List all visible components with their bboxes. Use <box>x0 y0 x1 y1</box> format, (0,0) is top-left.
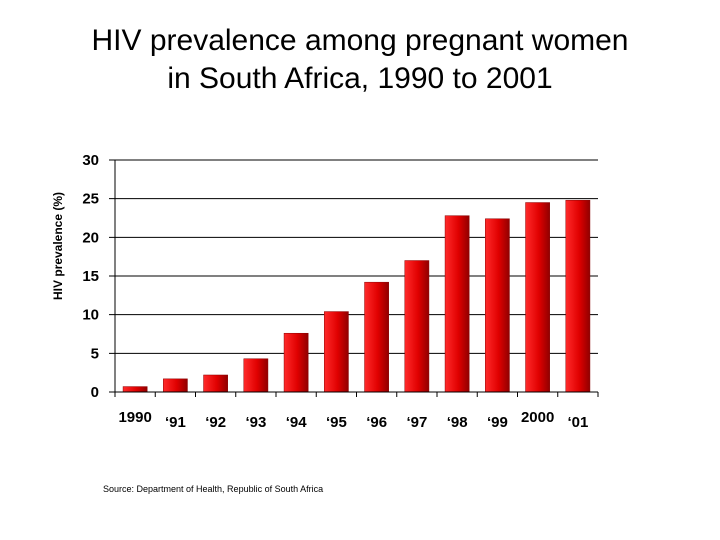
y-tick-label: 10 <box>82 307 99 324</box>
y-tick-labels: 0 5 10 15 20 25 30 <box>82 152 99 401</box>
x-tick-label: ‘01 <box>567 414 588 431</box>
gridlines <box>109 159 598 393</box>
bar <box>283 332 309 393</box>
chart-title-line-2: in South Africa, 1990 to 2001 <box>167 62 553 95</box>
source-note: Source: Department of Health, Republic o… <box>103 484 324 494</box>
x-tick-label: ‘95 <box>326 414 347 431</box>
bar <box>243 358 269 393</box>
bar <box>404 260 430 393</box>
x-tick-label: 2000 <box>521 409 554 426</box>
x-tick-label: ‘93 <box>245 414 266 431</box>
x-tick-label: ‘96 <box>366 414 387 431</box>
bar <box>163 378 188 393</box>
x-tick-labels: 1990 ‘91 ‘92 ‘93 ‘94 ‘95 ‘96 ‘97 ‘98 ‘99 2000 ‘01 <box>118 409 588 431</box>
y-tick-label: 25 <box>82 191 99 208</box>
bar <box>364 281 389 393</box>
bar <box>525 202 550 393</box>
y-tick-label: 15 <box>82 268 99 285</box>
bar <box>565 199 591 393</box>
x-tick-label: ‘91 <box>165 414 186 431</box>
x-tick-label: ‘94 <box>286 414 308 431</box>
y-tick-label: 5 <box>91 345 99 362</box>
chart-title: HIV prevalence among pregnant women in S… <box>0 22 720 98</box>
y-axis-label: HIV prevalence (%) <box>51 192 65 300</box>
y-tick-label: 30 <box>82 152 99 169</box>
bar <box>122 386 148 393</box>
y-tick-label: 20 <box>82 229 99 246</box>
bar <box>203 374 228 393</box>
bar <box>444 215 470 393</box>
bar <box>485 218 510 393</box>
x-tick-label: 1990 <box>118 409 151 426</box>
x-tick-label: ‘97 <box>406 414 427 431</box>
y-tick-label: 0 <box>91 384 99 401</box>
bars <box>122 199 591 393</box>
x-tick-label: ‘98 <box>447 414 468 431</box>
x-tick-label: ‘99 <box>487 414 508 431</box>
chart-title-line-1: HIV prevalence among pregnant women <box>91 24 629 57</box>
x-tick-label: ‘92 <box>205 414 226 431</box>
bar <box>324 311 349 393</box>
axes <box>114 160 599 397</box>
